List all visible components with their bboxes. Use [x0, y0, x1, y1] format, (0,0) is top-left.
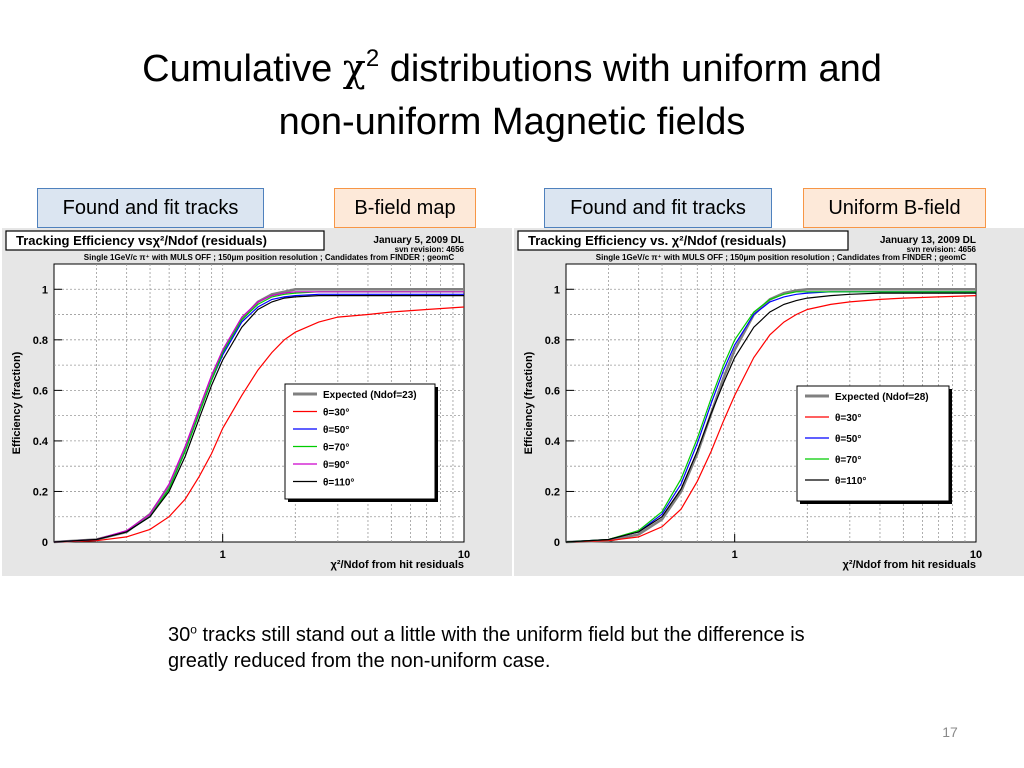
legend-label-theta50: θ=50° [323, 425, 349, 436]
chi-symbol: χ [342, 46, 366, 90]
legend-label-theta30: θ=30° [323, 408, 349, 419]
y-tick-label: 0 [554, 537, 560, 549]
series-line-theta110 [53, 294, 464, 543]
series-line-expected [565, 287, 976, 544]
series-line-theta30 [565, 295, 977, 543]
chart-subtitle: Single 1GeV/c π⁺ with MULS OFF ; 150μm p… [84, 253, 455, 262]
x-tick-label: 10 [458, 549, 470, 561]
y-tick-label: 1 [554, 284, 560, 296]
right-chart-panel: 0 0.2 0.4 0.6 0.8 1 1 10 Tracking Efficiency vs.… [514, 228, 1024, 576]
y-tick-label: 0.8 [33, 335, 48, 347]
legend-label-theta50: θ=50° [835, 434, 861, 445]
x-tick-label: 10 [970, 549, 982, 561]
caption-text: tracks still stand out a little with the… [168, 624, 805, 672]
right-uniform-bfield-label: Uniform B-field [803, 188, 986, 228]
right-found-fit-label: Found and fit tracks [544, 188, 772, 228]
title-suffix: distributions with uniform and [379, 48, 882, 90]
y-tick-label: 0.2 [545, 486, 560, 498]
slide-title-line1: Cumulative χ2 distributions with uniform… [0, 45, 1024, 90]
chart-date: January 13, 2009 DL [880, 235, 976, 246]
page-number: 17 [942, 724, 958, 740]
legend-label-theta70: θ=70° [323, 443, 349, 454]
legend-label-theta110: θ=110° [835, 476, 866, 487]
chart-title-box [517, 230, 849, 251]
chart-title-box [5, 230, 325, 251]
legend-box [284, 383, 436, 500]
left-chart-panel: 0 0.2 0.4 0.6 0.8 1 1 10 Tracking Efficiency vsχ… [2, 228, 512, 576]
y-tick-label: 0.2 [33, 486, 48, 498]
x-axis-label: χ²/Ndof from hit residuals [331, 559, 464, 571]
y-tick-label: 0.8 [545, 335, 560, 347]
y-tick-label: 0.6 [545, 385, 560, 397]
y-axis-label: Efficiency (fraction) [11, 351, 23, 454]
series-line-theta90 [53, 291, 464, 543]
legend-label-expected: Expected (Ndof=23) [323, 390, 417, 401]
x-tick-label: 1 [732, 549, 738, 561]
series-line-theta110 [565, 292, 976, 543]
caption-superscript: o [190, 622, 197, 637]
legend-label-theta70: θ=70° [835, 455, 861, 466]
x-axis-label: χ²/Ndof from hit residuals [843, 559, 976, 571]
y-tick-label: 1 [42, 284, 48, 296]
legend-label-theta30: θ=30° [835, 413, 861, 424]
slide-caption: 30o tracks still stand out a little with… [168, 622, 848, 674]
right-efficiency-chart: 0 0.2 0.4 0.6 0.8 1 1 10 Tracking Efficiency vs.… [517, 230, 982, 571]
chart-revision: svn revision: 4656 [395, 245, 465, 254]
title-superscript: 2 [365, 45, 380, 72]
slide-title-line2: non-uniform Magnetic fields [278, 101, 746, 143]
y-axis-label: Efficiency (fraction) [523, 351, 535, 454]
legend-label-theta110: θ=110° [323, 478, 354, 489]
y-tick-label: 0 [42, 537, 48, 549]
chart-subtitle: Single 1GeV/c π⁺ with MULS OFF ; 150μm p… [596, 253, 967, 262]
legend-box [796, 385, 950, 502]
y-tick-label: 0.4 [33, 436, 49, 448]
left-found-fit-label: Found and fit tracks [37, 188, 264, 228]
legend-label-expected: Expected (Ndof=28) [835, 392, 929, 403]
chart-title: Tracking Efficiency vs. χ²/Ndof (residua… [528, 233, 786, 248]
left-efficiency-chart: 0 0.2 0.4 0.6 0.8 1 1 10 Tracking Efficiency vsχ… [5, 230, 470, 571]
y-tick-label: 0.4 [545, 436, 561, 448]
caption-prefix: 30 [168, 624, 191, 646]
left-bfield-map-label: B-field map [334, 188, 476, 228]
series-line-theta30 [53, 306, 465, 543]
title-prefix: Cumulative [142, 48, 343, 90]
legend-label-theta90: θ=90° [323, 460, 349, 471]
chart-revision: svn revision: 4656 [907, 245, 977, 254]
series-line-theta70 [565, 291, 976, 543]
chart-title: Tracking Efficiency vsχ²/Ndof (residuals… [16, 233, 267, 248]
y-tick-label: 0.6 [33, 385, 48, 397]
x-tick-label: 1 [220, 549, 226, 561]
chart-date: January 5, 2009 DL [373, 235, 464, 246]
